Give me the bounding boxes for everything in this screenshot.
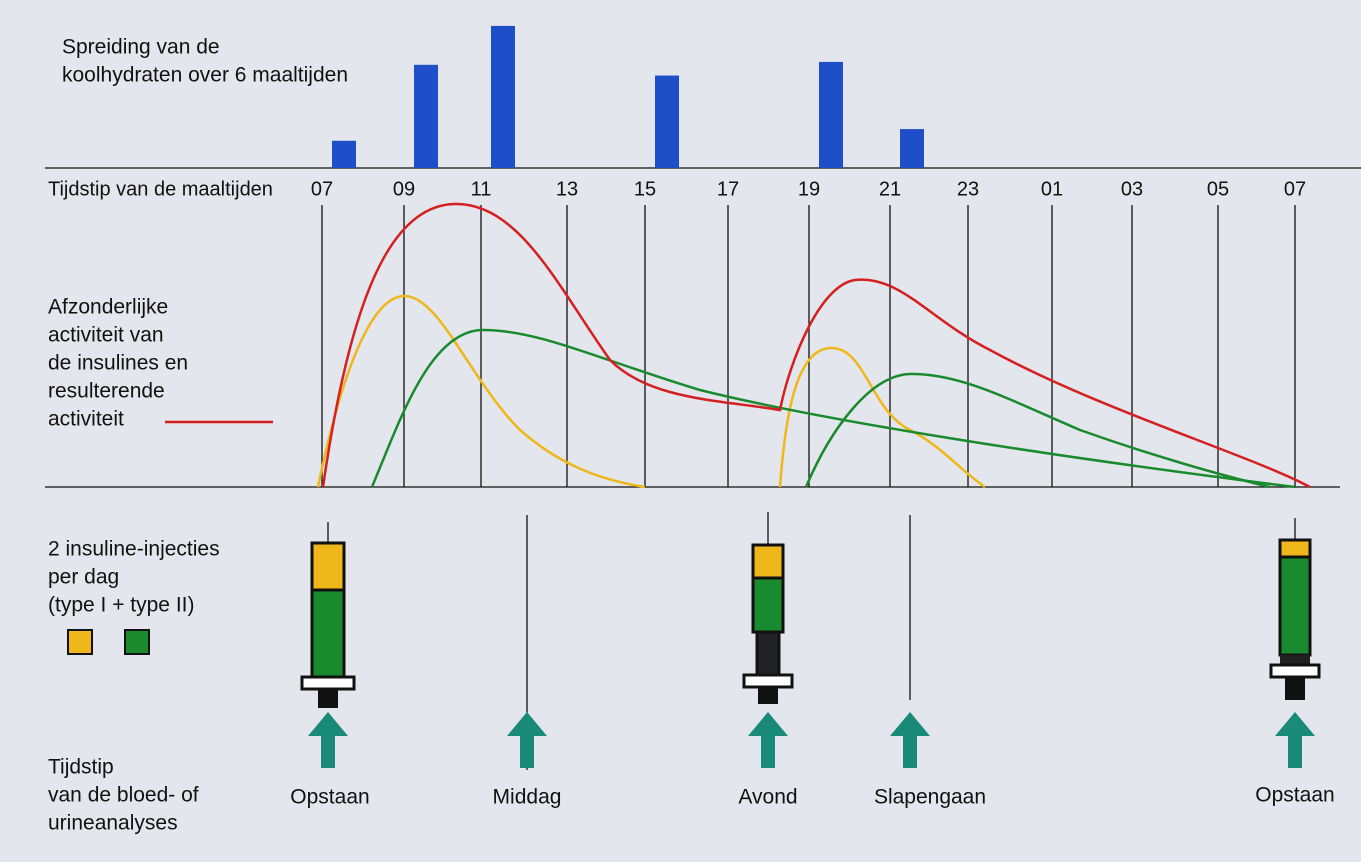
title-line: koolhydraten over 6 maaltijden bbox=[62, 64, 348, 87]
x-tick-label: 09 bbox=[393, 178, 415, 200]
x-tick-label: 15 bbox=[634, 178, 656, 200]
arrow bbox=[507, 712, 547, 768]
legend-swatch bbox=[68, 630, 92, 654]
x-tick-label: 11 bbox=[471, 178, 492, 200]
arrow bbox=[890, 712, 930, 768]
axis-label: Tijdstip van de maaltijden bbox=[48, 178, 273, 200]
x-tick-label: 19 bbox=[798, 178, 820, 200]
arrows bbox=[308, 712, 1315, 768]
activity-label: activiteit van bbox=[48, 324, 164, 347]
injection-label: (type I + type II) bbox=[48, 594, 194, 617]
x-tick-label: 03 bbox=[1121, 178, 1143, 200]
bar bbox=[900, 129, 924, 168]
arrow bbox=[1275, 712, 1315, 768]
x-tick-label: 21 bbox=[879, 178, 901, 200]
analysis-label: urineanalyses bbox=[48, 812, 178, 835]
analysis-time: Opstaan bbox=[290, 786, 369, 809]
activity-label: resulterende bbox=[48, 380, 165, 403]
x-tick-label: 13 bbox=[556, 178, 578, 200]
x-tick-label: 17 bbox=[717, 178, 739, 200]
bar bbox=[655, 76, 679, 168]
bar bbox=[491, 26, 515, 168]
analysis-time: Avond bbox=[738, 786, 797, 809]
syringes bbox=[302, 512, 1319, 708]
curve-type-ii bbox=[372, 330, 1295, 487]
x-tick-label: 01 bbox=[1041, 178, 1063, 200]
arrow bbox=[748, 712, 788, 768]
time-lines bbox=[322, 205, 1295, 487]
bar bbox=[414, 65, 438, 168]
curve-type-i bbox=[780, 348, 985, 487]
injection-label: per dag bbox=[48, 566, 119, 589]
labels: Spreiding van de koolhydraten over 6 maa… bbox=[48, 36, 1335, 835]
title-line: Spreiding van de bbox=[62, 36, 220, 59]
bar bbox=[819, 62, 843, 168]
analysis-label: Tijdstip bbox=[48, 756, 114, 779]
x-tick-label: 07 bbox=[1284, 178, 1306, 200]
curves bbox=[318, 204, 1310, 487]
x-tick-label: 23 bbox=[957, 178, 979, 200]
analysis-time: Slapengaan bbox=[874, 786, 986, 809]
analysis-label: van de bloed- of bbox=[48, 784, 199, 807]
activity-label: Afzonderlijke bbox=[48, 296, 168, 319]
x-tick-label: 07 bbox=[311, 178, 333, 200]
x-tick-label: 05 bbox=[1207, 178, 1229, 200]
syringe bbox=[744, 512, 792, 704]
curve-type-ii bbox=[806, 374, 1270, 487]
arrow bbox=[308, 712, 348, 768]
figure: Spreiding van de koolhydraten over 6 maa… bbox=[0, 0, 1361, 862]
analysis-time: Middag bbox=[493, 786, 562, 809]
bar bbox=[332, 141, 356, 168]
analysis-time: Opstaan bbox=[1255, 784, 1334, 807]
activity-label: activiteit bbox=[48, 408, 124, 431]
activity-label: de insulines en bbox=[48, 352, 188, 375]
syringe bbox=[302, 522, 354, 708]
syringe bbox=[1271, 518, 1319, 700]
injection-label: 2 insuline-injecties bbox=[48, 538, 220, 561]
legend-swatch bbox=[125, 630, 149, 654]
curve-total bbox=[323, 204, 1310, 487]
